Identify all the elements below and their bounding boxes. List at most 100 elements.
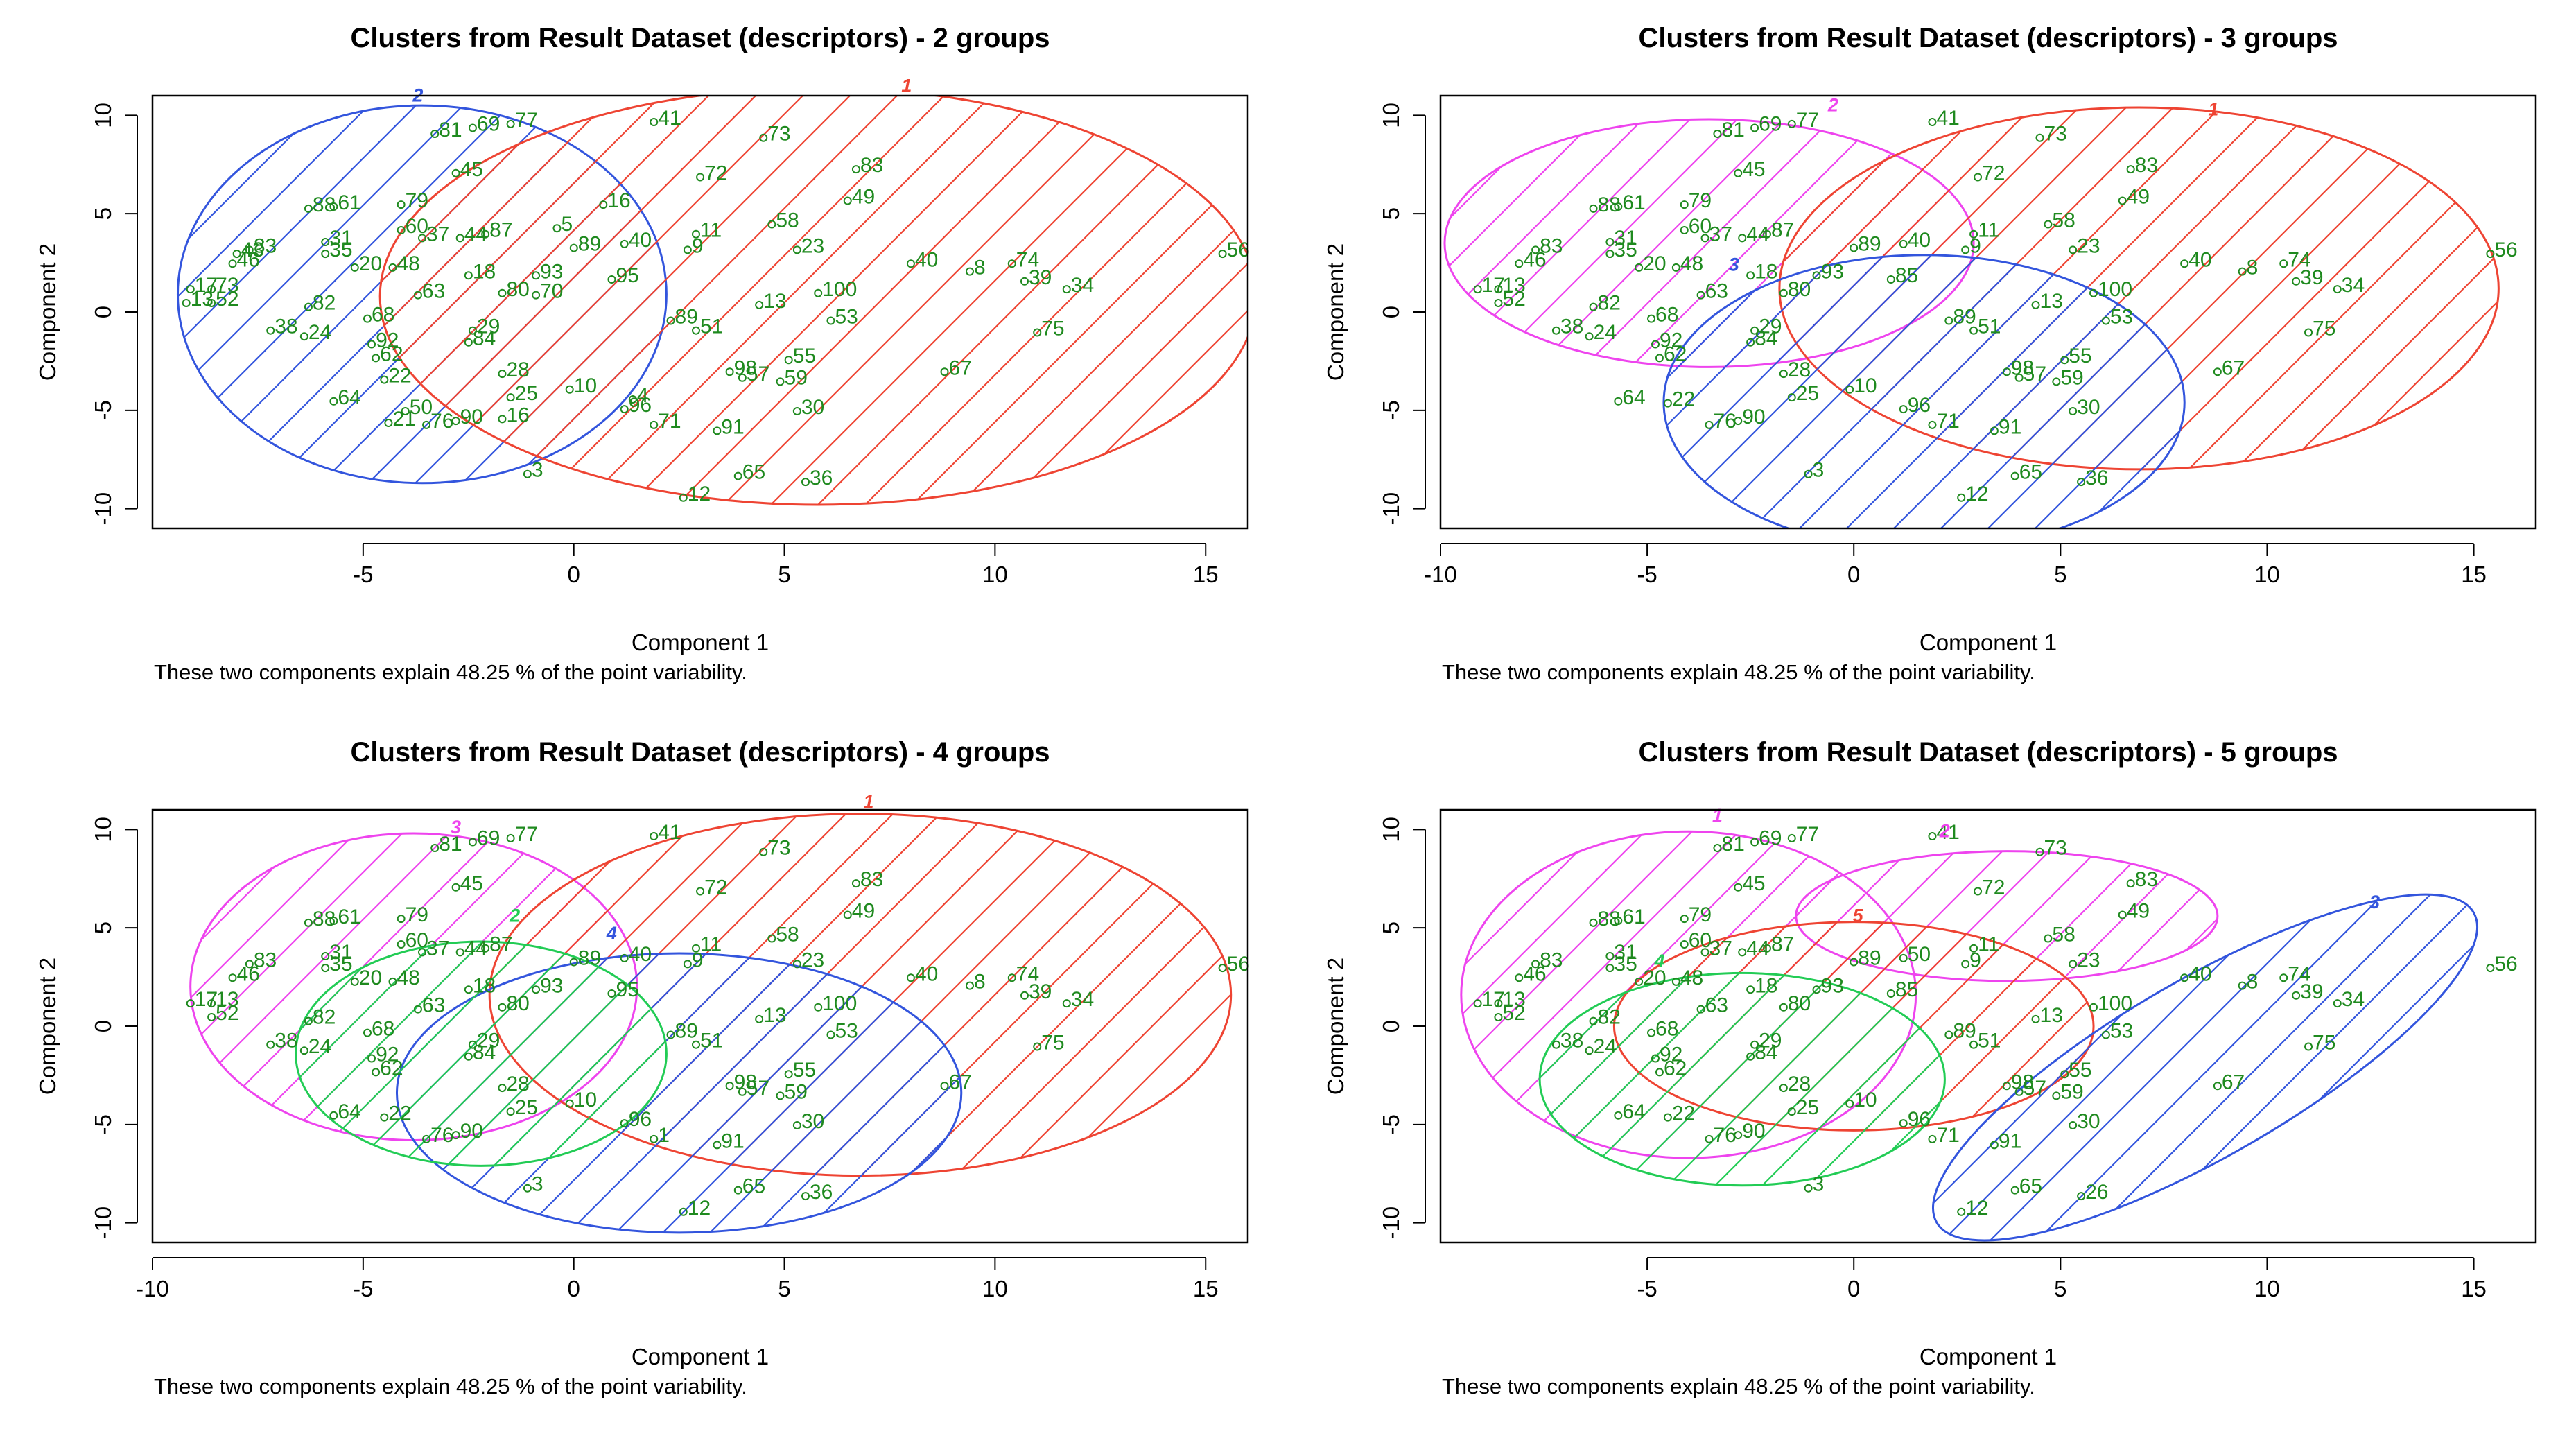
data-point-label: 56 — [1227, 953, 1250, 976]
data-point-marker — [620, 405, 629, 414]
data-point-label: 41 — [1936, 821, 1959, 844]
data-point-marker — [2077, 1192, 2086, 1201]
hatch-line — [1706, 254, 2185, 528]
hatch-line — [2272, 714, 2576, 1428]
data-point-marker — [1969, 1040, 1978, 1049]
hatch-line — [2225, 0, 2576, 714]
data-point-marker — [2060, 1070, 2069, 1079]
cluster-number-label: 5 — [1853, 906, 1864, 926]
data-point-label: 46 — [237, 248, 260, 271]
hatch-line — [2414, 714, 2576, 1428]
data-point-marker — [2002, 1082, 2011, 1091]
hatch-line — [1663, 254, 2093, 528]
data-point-marker — [692, 1040, 700, 1049]
data-point-label: 80 — [1788, 992, 1811, 1015]
data-point-label: 76 — [1714, 410, 1737, 433]
data-point-marker — [2052, 1091, 2061, 1100]
data-point-marker — [2089, 288, 2098, 297]
data-point-marker — [1928, 420, 1937, 429]
data-point-marker — [506, 393, 515, 402]
y-tick-label: 10 — [90, 817, 116, 842]
y-tick-label: 0 — [1378, 1020, 1404, 1032]
data-point-label: 81 — [439, 833, 462, 856]
data-point-marker — [1750, 123, 1759, 132]
data-point-marker — [1705, 1134, 1714, 1143]
data-point-label: 60 — [1689, 929, 1712, 952]
hatch-line — [2508, 0, 2576, 714]
data-point-label: 39 — [1029, 980, 1052, 1003]
data-point-marker — [784, 356, 793, 365]
data-point-marker — [2238, 267, 2247, 276]
data-point-marker — [725, 367, 734, 376]
hatch-line — [607, 96, 1248, 505]
hatch-line — [1267, 0, 1288, 714]
hatch-line — [2225, 107, 2499, 469]
data-point-label: 56 — [2494, 953, 2517, 976]
data-point-label: 22 — [388, 365, 411, 388]
data-point-marker — [1585, 332, 1594, 341]
data-point-marker — [228, 973, 237, 982]
data-point-label: 25 — [515, 382, 538, 405]
data-point-label: 46 — [1523, 248, 1546, 271]
data-point-marker — [814, 288, 823, 297]
data-point-marker — [468, 838, 477, 847]
hatch-line — [1663, 254, 1763, 528]
y-tick-label: 5 — [1378, 921, 1404, 934]
data-point-marker — [367, 1054, 376, 1063]
hatch-line — [380, 96, 1135, 505]
hatch-line — [0, 714, 144, 1428]
data-point-label: 31 — [329, 227, 352, 250]
hatch-line — [607, 953, 961, 1233]
data-point-marker — [599, 200, 608, 209]
cluster-number-label: 4 — [1653, 951, 1664, 971]
hatch-line — [1444, 119, 1974, 367]
hatch-line — [2508, 714, 2576, 1428]
hatch-line — [1800, 973, 1945, 1186]
data-point-label: 58 — [776, 924, 799, 946]
data-point-marker — [1713, 130, 1722, 139]
data-point-marker — [1647, 314, 1656, 323]
hatch-line — [1942, 714, 2576, 1428]
data-point-marker — [1033, 1042, 1042, 1051]
hatch-line — [1612, 973, 1945, 1186]
data-point-label: 44 — [464, 223, 487, 245]
hatch-line — [2320, 0, 2576, 714]
data-point-label: 25 — [515, 1096, 538, 1119]
hatch-line — [2555, 714, 2576, 1428]
data-point-label: 87 — [489, 933, 512, 956]
hatch-line — [1079, 0, 1288, 714]
hatch-line — [1795, 851, 2218, 981]
hatch-line — [1461, 831, 1857, 1159]
hatch-line — [177, 105, 616, 483]
hatch-line — [1220, 714, 1288, 1428]
data-point-label: 38 — [1560, 315, 1583, 338]
hatch-line — [2037, 714, 2576, 1428]
hatch-line — [2036, 851, 2218, 981]
hatch-line — [2130, 254, 2185, 528]
hatch-line — [1078, 813, 1231, 1176]
data-point-label: 59 — [785, 1080, 808, 1103]
x-tick-label: 10 — [982, 1276, 1008, 1301]
data-point-marker — [569, 958, 578, 967]
cluster-ellipse — [1662, 254, 2186, 528]
hatch-line — [795, 953, 961, 1233]
data-point-label: 24 — [1594, 321, 1617, 344]
hatch-line — [2555, 0, 2576, 714]
hatch-line — [1173, 714, 1288, 1428]
hatch-line — [795, 813, 1231, 1176]
data-point-marker — [1007, 259, 1016, 268]
data-point-label: 23 — [801, 949, 824, 971]
data-point-label: 13 — [1502, 988, 1525, 1011]
data-point-label: 62 — [380, 1057, 403, 1080]
hatch-line — [2367, 714, 2576, 1428]
hatch-line — [842, 96, 1248, 505]
data-point-label: 67 — [2222, 1071, 2245, 1093]
x-tick-label: 10 — [982, 562, 1008, 587]
data-point-marker — [1605, 238, 1615, 247]
hatch-line — [489, 813, 569, 1176]
data-point-label: 44 — [464, 937, 487, 960]
data-point-marker — [464, 1052, 473, 1061]
data-point-marker — [2077, 478, 2086, 487]
data-point-label: 8 — [2247, 257, 2259, 279]
hatch-line — [489, 813, 899, 1176]
